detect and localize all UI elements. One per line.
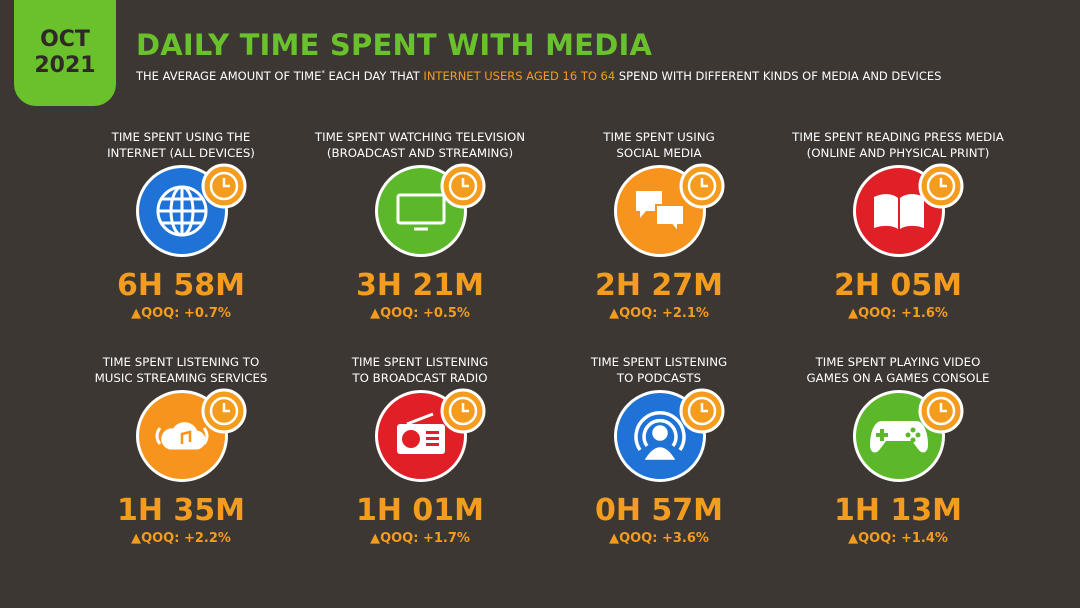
clock-icon — [201, 388, 247, 434]
clock-icon — [440, 163, 486, 209]
card-label: TIME SPENT LISTENING TO MUSIC STREAMING … — [61, 354, 301, 388]
card-label-line1: TIME SPENT LISTENING — [590, 355, 728, 369]
date-badge: OCT 2021 — [14, 0, 116, 106]
clock-icon — [679, 163, 725, 209]
card-label-line2: INTERNET (ALL DEVICES) — [107, 146, 255, 160]
card-label: TIME SPENT READING PRESS MEDIA (ONLINE A… — [778, 129, 1018, 163]
card-label: TIME SPENT LISTENING TO PODCASTS — [539, 354, 779, 388]
page-title: DAILY TIME SPENT WITH MEDIA — [136, 28, 653, 62]
card-label-line1: TIME SPENT USING THE — [111, 130, 251, 144]
card-social-media: TIME SPENT USING SOCIAL MEDIA 2H 27M ▲QO… — [539, 129, 779, 321]
card-label-line1: TIME SPENT LISTENING — [351, 355, 489, 369]
clock-icon — [201, 163, 247, 209]
card-label-line2: MUSIC STREAMING SERVICES — [94, 371, 268, 385]
card-value: 2H 05M — [833, 268, 963, 303]
card-change: ▲QOQ: +1.4% — [848, 531, 948, 546]
subtitle-part3: SPEND WITH DIFFERENT KINDS OF MEDIA AND … — [615, 69, 942, 83]
card-value: 1H 13M — [833, 493, 963, 528]
badge-month: OCT — [40, 27, 90, 52]
subtitle-asterisk: * — [321, 69, 325, 78]
page-subtitle: THE AVERAGE AMOUNT OF TIME* EACH DAY THA… — [136, 69, 941, 83]
card-label-line1: TIME SPENT READING PRESS MEDIA — [792, 130, 1004, 144]
card-change: ▲QOQ: +3.6% — [609, 531, 709, 546]
card-label-line2: GAMES ON A GAMES CONSOLE — [806, 371, 990, 385]
card-change: ▲QOQ: +1.6% — [848, 306, 948, 321]
clock-icon — [918, 388, 964, 434]
card-value: 1H 35M — [116, 493, 246, 528]
card-label-line1: TIME SPENT PLAYING VIDEO — [815, 355, 981, 369]
card-label-line2: SOCIAL MEDIA — [616, 146, 702, 160]
subtitle-part1: THE AVERAGE AMOUNT OF TIME — [136, 69, 322, 83]
card-video-games: TIME SPENT PLAYING VIDEO GAMES ON A GAME… — [778, 354, 1018, 546]
clock-icon — [918, 163, 964, 209]
card-podcasts: TIME SPENT LISTENING TO PODCASTS 0H 57M … — [539, 354, 779, 546]
card-label-line2: (BROADCAST AND STREAMING) — [326, 146, 514, 160]
card-label-line1: TIME SPENT USING — [603, 130, 715, 144]
card-value: 2H 27M — [594, 268, 724, 303]
card-change: ▲QOQ: +0.7% — [131, 306, 231, 321]
music-cloud-icon — [136, 390, 228, 482]
card-label-line2: (ONLINE AND PHYSICAL PRINT) — [806, 146, 990, 160]
card-value: 1H 01M — [355, 493, 485, 528]
card-label-line1: TIME SPENT LISTENING TO — [102, 355, 260, 369]
card-change: ▲QOQ: +2.1% — [609, 306, 709, 321]
subtitle-part2: EACH DAY THAT — [324, 69, 424, 83]
card-change: ▲QOQ: +0.5% — [370, 306, 470, 321]
card-value: 6H 58M — [116, 268, 246, 303]
clock-icon — [679, 388, 725, 434]
card-label: TIME SPENT USING THE INTERNET (ALL DEVIC… — [61, 129, 301, 163]
card-label-line2: TO PODCASTS — [616, 371, 702, 385]
card-label-line1: TIME SPENT WATCHING TELEVISION — [314, 130, 526, 144]
card-label: TIME SPENT WATCHING TELEVISION (BROADCAS… — [300, 129, 540, 163]
card-internet: TIME SPENT USING THE INTERNET (ALL DEVIC… — [61, 129, 301, 321]
card-television: TIME SPENT WATCHING TELEVISION (BROADCAS… — [300, 129, 540, 321]
badge-year: 2021 — [34, 53, 96, 78]
card-value: 3H 21M — [355, 268, 485, 303]
card-change: ▲QOQ: +1.7% — [370, 531, 470, 546]
card-label-line2: TO BROADCAST RADIO — [352, 371, 488, 385]
card-label: TIME SPENT LISTENING TO BROADCAST RADIO — [300, 354, 540, 388]
card-change: ▲QOQ: +2.2% — [131, 531, 231, 546]
card-value: 0H 57M — [594, 493, 724, 528]
subtitle-highlight: INTERNET USERS AGED 16 TO 64 — [423, 69, 616, 83]
card-label: TIME SPENT USING SOCIAL MEDIA — [539, 129, 779, 163]
clock-icon — [440, 388, 486, 434]
card-music-streaming: TIME SPENT LISTENING TO MUSIC STREAMING … — [61, 354, 301, 546]
radio-icon — [375, 390, 467, 482]
card-label: TIME SPENT PLAYING VIDEO GAMES ON A GAME… — [778, 354, 1018, 388]
card-press-media: TIME SPENT READING PRESS MEDIA (ONLINE A… — [778, 129, 1018, 321]
card-broadcast-radio: TIME SPENT LISTENING TO BROADCAST RADIO … — [300, 354, 540, 546]
